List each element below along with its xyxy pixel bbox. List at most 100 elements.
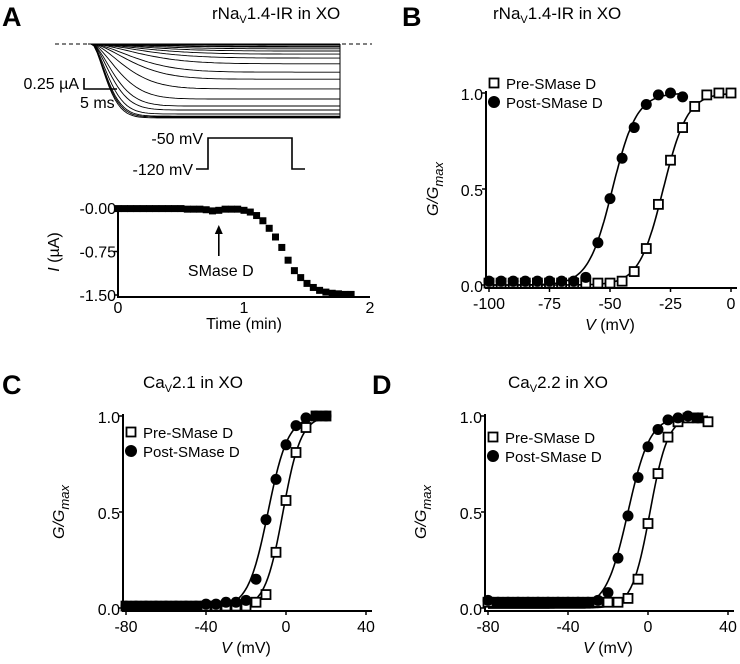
data-point-post: [492, 596, 504, 608]
x-axis-unit: (mV): [594, 640, 633, 657]
data-point: [196, 205, 204, 213]
data-point-post: [544, 275, 555, 287]
data-point: [190, 205, 198, 213]
plot-axes: [484, 414, 734, 612]
data-point-post: [552, 596, 564, 608]
data-point-pre: [628, 266, 640, 277]
title-subscript: V: [165, 383, 173, 395]
y-tick-label: 0.5: [460, 506, 482, 523]
x-tick-label: -50: [598, 296, 621, 313]
x-axis-label: V (mV): [583, 640, 633, 657]
data-point-post: [260, 514, 272, 526]
y-axis-label-text: G/G: [413, 510, 430, 539]
data-point-post: [519, 275, 531, 287]
data-point-post: [642, 441, 654, 453]
fit-curve-pre: [489, 92, 732, 286]
data-point-post: [582, 596, 594, 608]
plot-title: CaV2.2 in XO: [508, 373, 608, 395]
y-tick-label: 0.5: [98, 506, 120, 523]
data-point: [335, 290, 342, 298]
timecourse-x-label: Time (min): [206, 316, 282, 333]
x-tick-label: -40: [556, 619, 579, 636]
x-axis-label: V (mV): [221, 640, 271, 657]
data-point-post: [602, 587, 614, 599]
data-point-post: [665, 87, 676, 99]
x-tick-label: 0: [727, 296, 736, 313]
data-point-post: [616, 152, 628, 164]
data-point-post: [130, 600, 142, 612]
x-axis-unit: (mV): [232, 640, 271, 657]
data-point: [209, 207, 216, 215]
data-point-pre: [250, 596, 262, 608]
data-point: [221, 205, 229, 213]
holding-voltage-label: -120 mV: [133, 162, 194, 179]
test-voltage-label: -50 mV: [151, 131, 203, 148]
y-tick-label: -0.00: [80, 201, 117, 218]
panel-b-plot: rNaV1.4-IR in XO0.00.51.0-100 -75 -50 -25 0V…: [425, 4, 737, 334]
data-point-post: [120, 600, 132, 612]
data-point-post: [580, 271, 592, 283]
data-point-pre: [725, 87, 737, 99]
title-text: 2.1 in XO: [172, 373, 243, 392]
current-trace-13: [88, 43, 341, 107]
data-point-post: [140, 600, 152, 612]
data-point: [272, 233, 279, 241]
data-point-post: [290, 420, 302, 432]
y-tick-label: 0.5: [461, 183, 483, 200]
y-axis-label: G/Gmax: [51, 485, 72, 539]
timecourse-y-label: I (µA): [46, 232, 63, 271]
x-tick-label: 40: [357, 619, 375, 636]
title-text: rNa: [493, 4, 521, 23]
data-point-post: [640, 99, 652, 111]
y-tick-label: 0.0: [98, 602, 120, 619]
data-point-post: [682, 410, 694, 422]
y-tick-label: -0.75: [80, 245, 117, 262]
data-point: [114, 205, 122, 213]
data-point-post: [210, 598, 222, 610]
data-point-pre: [662, 431, 674, 443]
data-point-pre: [602, 596, 614, 608]
legend-label: Pre-SMase D: [506, 76, 596, 93]
y-axis-label-subscript: max: [431, 162, 446, 187]
data-point: [120, 205, 128, 213]
data-point-pre: [280, 495, 292, 506]
data-point: [183, 205, 191, 213]
current-trace-11: [88, 43, 341, 90]
data-point: [290, 267, 298, 275]
data-point-pre: [290, 447, 302, 458]
scale-current-label: 0.25 µA: [24, 76, 80, 93]
x-tick-label: -25: [659, 296, 682, 313]
current-trace-5: [88, 43, 341, 52]
x-tick-label: 0: [282, 619, 291, 636]
timecourse-plot: -0.00 -0.75 -1.500 1 2 SMase D: [80, 201, 375, 317]
current-trace-15: [88, 43, 341, 115]
data-point: [234, 205, 242, 213]
data-point: [227, 205, 235, 213]
current-trace-7: [88, 43, 341, 59]
data-point-pre: [702, 416, 714, 428]
data-point-post: [150, 600, 162, 612]
data-point: [202, 206, 210, 214]
current-trace-4: [88, 43, 341, 50]
data-point: [171, 205, 179, 213]
data-point-post: [160, 600, 172, 612]
current-trace-14: [88, 43, 341, 111]
data-point: [278, 243, 286, 251]
data-point: [215, 206, 223, 214]
current-trace-12: [88, 43, 341, 100]
data-point-pre: [270, 546, 282, 558]
data-point-post: [300, 412, 312, 424]
data-point-post: [190, 600, 202, 612]
current-trace-6: [88, 43, 341, 55]
data-point: [246, 208, 254, 216]
data-point-post: [542, 596, 554, 608]
y-axis-label-text: G/G: [51, 510, 68, 539]
y-axis-label-text: G/G: [425, 187, 442, 216]
x-axis-unit: (mV): [596, 317, 635, 334]
data-point: [177, 205, 185, 213]
data-point-pre: [592, 277, 604, 289]
current-trace-3: [88, 43, 341, 48]
data-point-post: [200, 598, 212, 610]
data-point-post: [632, 471, 644, 483]
data-point: [139, 205, 147, 213]
